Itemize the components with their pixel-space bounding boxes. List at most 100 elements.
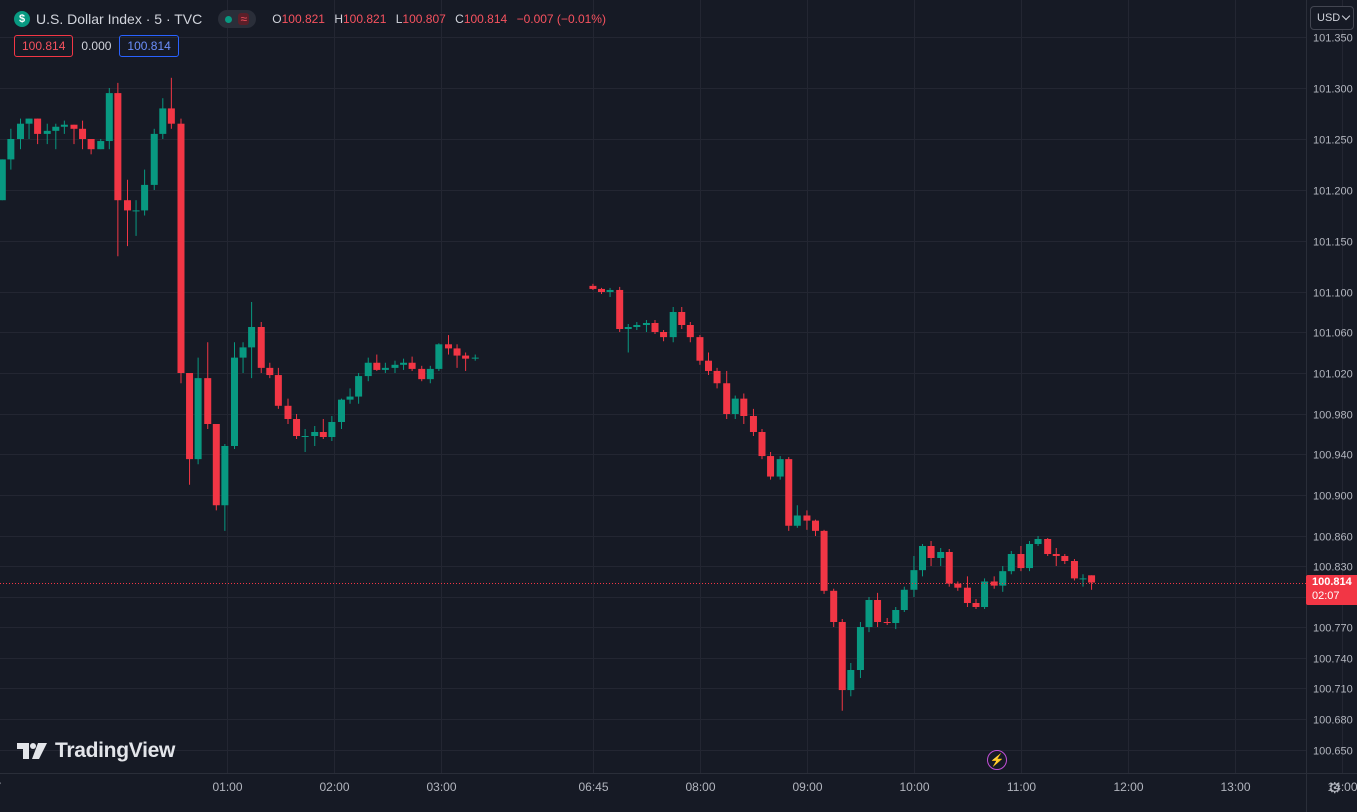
candle-up: [0, 159, 6, 201]
candle-down: [1052, 554, 1060, 556]
candle-down: [616, 289, 624, 329]
candle-up: [159, 108, 167, 134]
price-tick-label: 101.060: [1313, 328, 1353, 340]
last-price-value: 100.814: [1312, 576, 1352, 588]
candle-up: [43, 130, 51, 134]
currency-select[interactable]: USD: [1310, 6, 1354, 30]
candle-up: [97, 141, 105, 150]
candle-down: [79, 128, 87, 139]
candle-down: [123, 200, 131, 211]
candle-up: [150, 133, 158, 185]
candle-down: [749, 416, 757, 432]
candle-down: [758, 432, 766, 457]
lightning-icon[interactable]: ⚡: [987, 750, 1007, 770]
candle-down: [373, 362, 381, 370]
candle-down: [284, 405, 292, 419]
candle-up: [391, 364, 399, 368]
high-value: 100.821: [343, 12, 387, 26]
candle-up: [355, 376, 363, 397]
candle-up: [776, 459, 784, 477]
price-tick-label: 100.650: [1313, 746, 1353, 758]
candle-up: [999, 571, 1007, 586]
candle-down: [705, 360, 712, 371]
candle-up: [910, 570, 918, 590]
trade-price-boxes: 100.814 0.000 100.814: [14, 35, 179, 57]
candle-up: [731, 398, 739, 414]
candle-down: [696, 337, 704, 361]
candle-down: [1044, 539, 1052, 554]
symbol-legend: $ U.S. Dollar Index · 5 · TVC ≈ O100.821…: [14, 9, 606, 29]
candle-down: [963, 587, 971, 603]
close-value: 100.814: [463, 12, 508, 26]
candle-up: [60, 124, 68, 127]
candle-up: [381, 367, 389, 370]
price-tick-label: 101.020: [1313, 369, 1353, 381]
price-tick-label: 101.300: [1313, 84, 1353, 96]
candle-up: [900, 589, 908, 610]
candle-down: [462, 355, 470, 359]
bar-countdown: 02:07: [1312, 590, 1340, 602]
time-tick-label: 11:00: [1007, 780, 1036, 794]
candles: [0, 77, 1096, 711]
candle-down: [87, 139, 95, 150]
candle-down: [274, 375, 282, 406]
time-tick-label: 12:00: [1113, 780, 1143, 794]
grid: [0, 0, 1343, 773]
candle-down: [1017, 554, 1025, 569]
candle-down: [651, 323, 659, 332]
candle-down: [598, 288, 605, 292]
candle-down: [972, 603, 980, 607]
time-tick-label: 08:00: [685, 780, 715, 794]
close-label: C: [455, 12, 464, 26]
candle-down: [990, 581, 998, 586]
candle-up: [669, 312, 677, 338]
candle-down: [319, 432, 327, 437]
candle-up: [981, 581, 989, 607]
tradingview-logo-icon: [17, 743, 47, 759]
candle-up: [471, 357, 479, 359]
candle-down: [723, 383, 731, 414]
candle-up: [25, 118, 33, 124]
candle-down: [418, 368, 426, 380]
candle-down: [1061, 556, 1069, 561]
price-tick-label: 100.770: [1313, 623, 1353, 635]
candle-down: [266, 367, 274, 376]
high-label: H: [334, 12, 343, 26]
candle-down: [1088, 575, 1096, 583]
gear-icon[interactable]: ⚙: [1328, 780, 1342, 797]
tradingview-logo[interactable]: TradingView: [17, 739, 175, 763]
candle-up: [624, 327, 632, 329]
candle-down: [767, 456, 775, 477]
candle-up: [328, 422, 336, 437]
symbol-title[interactable]: U.S. Dollar Index · 5 · TVC: [36, 11, 203, 27]
open-value: 100.821: [281, 12, 325, 26]
candle-down: [954, 583, 962, 588]
buy-price-box[interactable]: 100.814: [119, 35, 179, 57]
time-axis-labels[interactable]: 27 01:00 02:00 03:00 06:45 08:00 09:00 10:00 11:…: [0, 780, 1357, 794]
price-tick-label: 101.100: [1313, 288, 1353, 300]
candle-down: [204, 378, 212, 424]
candle-up: [642, 323, 650, 325]
time-tick-label: 13:00: [1220, 780, 1250, 794]
candle-down: [1070, 561, 1078, 579]
candle-down: [114, 93, 122, 201]
time-tick-label: 02:00: [319, 780, 349, 794]
status-pill[interactable]: ≈: [218, 10, 257, 28]
candle-down: [212, 424, 220, 506]
candle-up: [346, 396, 354, 400]
candle-up: [7, 139, 15, 160]
candle-down: [812, 520, 819, 531]
candle-up: [606, 289, 614, 292]
candle-up: [337, 399, 345, 422]
candle-up: [194, 378, 202, 460]
candle-down: [785, 459, 793, 526]
candle-down: [257, 327, 265, 368]
candle-down: [408, 362, 416, 369]
time-tick-label: 09:00: [792, 780, 822, 794]
currency-label: USD: [1317, 12, 1341, 24]
market-open-dot-icon: [225, 15, 233, 23]
sell-price-box[interactable]: 100.814: [14, 35, 74, 57]
low-label: L: [395, 12, 403, 26]
chevron-down-icon: [1341, 11, 1351, 21]
